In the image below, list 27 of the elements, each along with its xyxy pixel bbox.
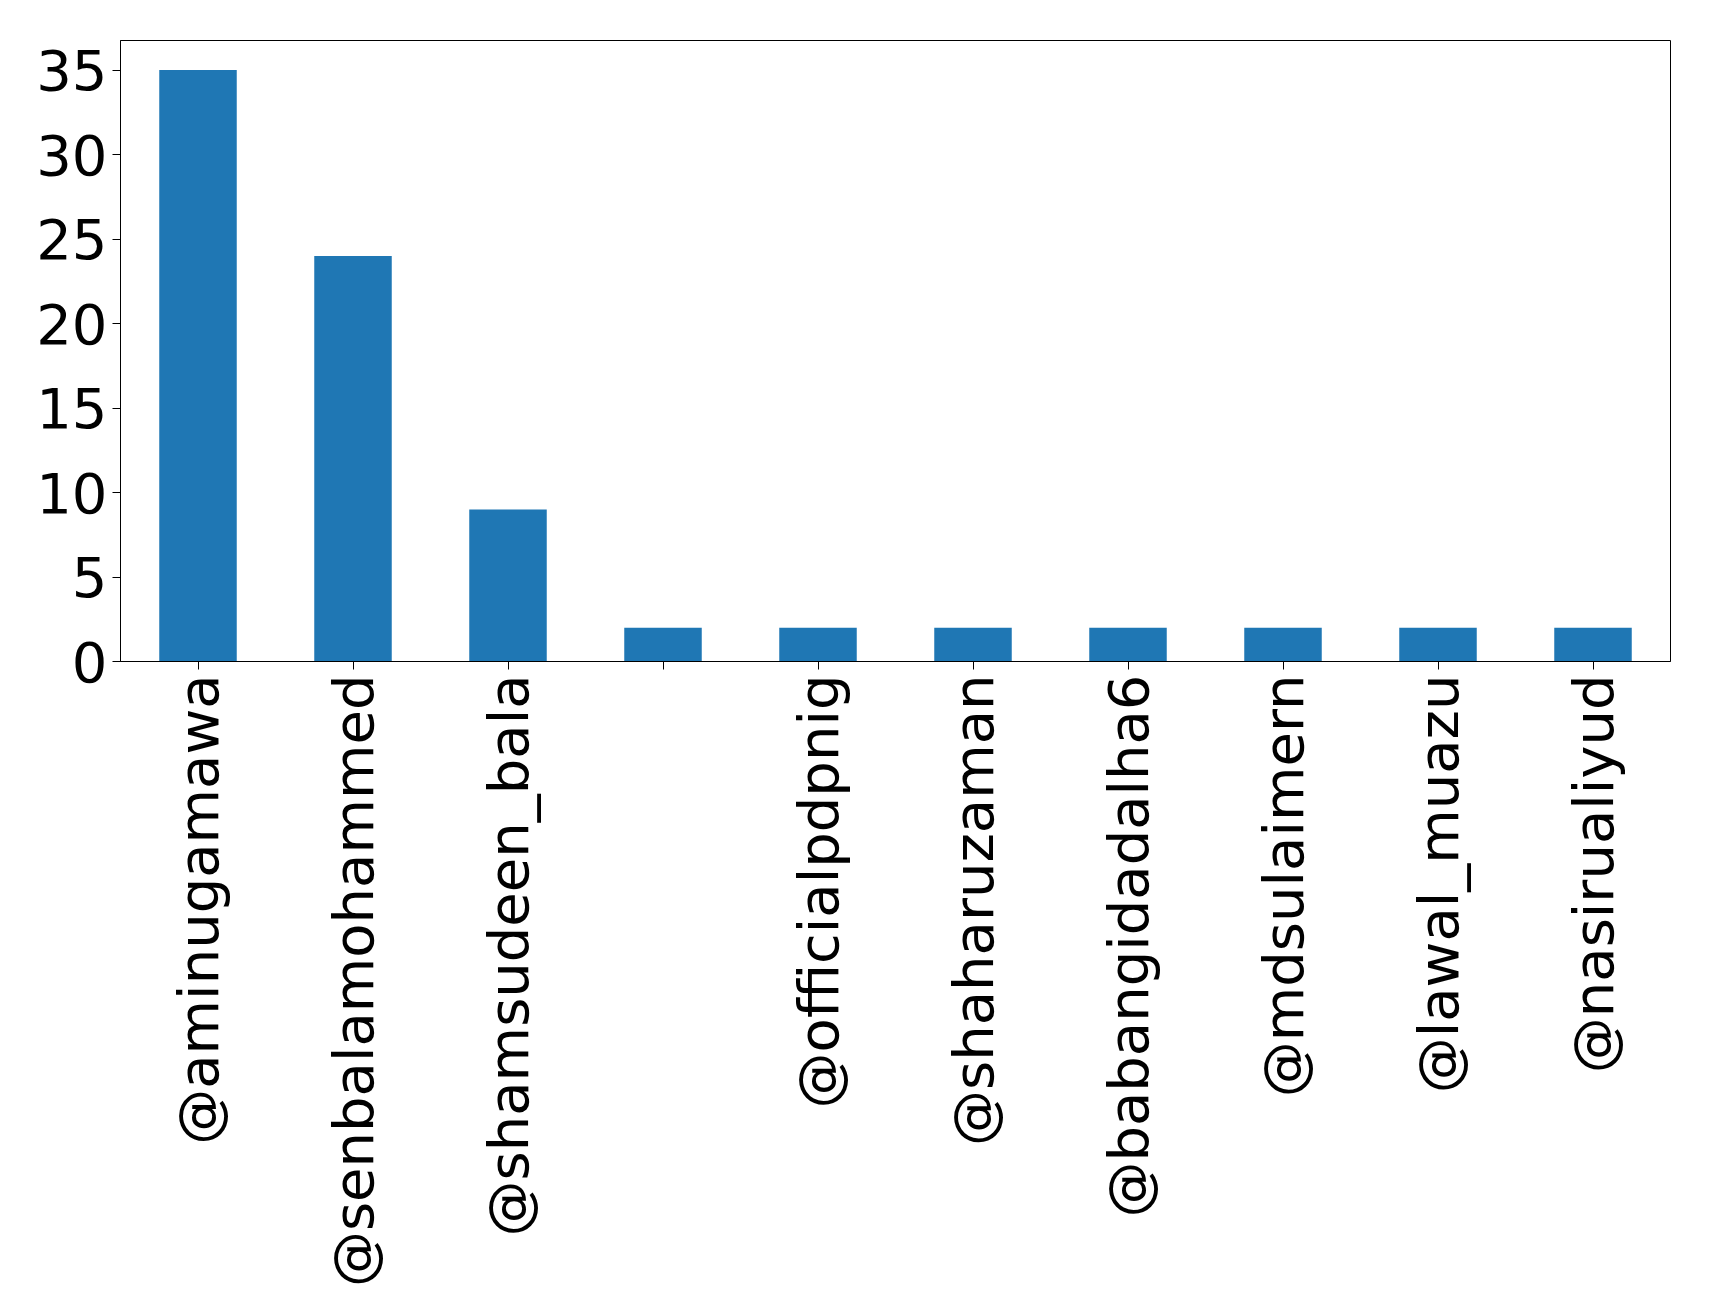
y-tick-label: 0 — [71, 629, 108, 695]
x-tick-label: @senbalamohammed — [320, 674, 386, 1288]
bar — [1244, 627, 1322, 662]
x-tick-label: @aminugamawa — [165, 674, 231, 1145]
bar — [624, 627, 702, 662]
x-tick-label: @babangidadalha6 — [1095, 674, 1161, 1218]
x-tick-label: @shamsudeen_bala — [475, 674, 541, 1237]
bar — [934, 627, 1012, 662]
bar — [1399, 627, 1477, 662]
bar — [1554, 627, 1632, 662]
bar — [159, 70, 237, 662]
bar — [779, 627, 857, 662]
bar — [1089, 627, 1167, 662]
x-tick-label: @mdsulaimern — [1250, 674, 1316, 1098]
x-tick-label: @officialpdpnig — [785, 674, 851, 1109]
bar — [469, 509, 547, 662]
y-tick-label: 5 — [71, 545, 108, 611]
y-tick-label: 25 — [36, 207, 108, 273]
y-tick-label: 10 — [36, 460, 108, 526]
y-tick-label: 20 — [36, 291, 108, 357]
y-tick-label: 15 — [36, 376, 108, 442]
x-tick-label: @shaharuzaman — [940, 674, 1006, 1146]
y-tick-label: 35 — [36, 38, 108, 104]
x-tick-label: @nasirualiyud — [1560, 674, 1626, 1074]
bar — [314, 255, 392, 662]
x-tick-label: @lawal_muazu — [1405, 674, 1471, 1094]
y-tick-label: 30 — [36, 122, 108, 188]
